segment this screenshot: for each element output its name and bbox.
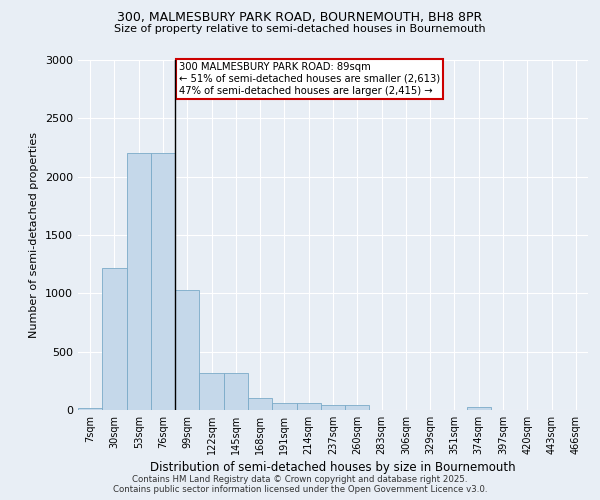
Text: Contains HM Land Registry data © Crown copyright and database right 2025.
Contai: Contains HM Land Registry data © Crown c… xyxy=(113,474,487,494)
Bar xyxy=(102,268,127,410)
Y-axis label: Number of semi-detached properties: Number of semi-detached properties xyxy=(29,132,40,338)
Bar xyxy=(127,154,151,410)
X-axis label: Distribution of semi-detached houses by size in Bournemouth: Distribution of semi-detached houses by … xyxy=(150,461,516,474)
Text: Size of property relative to semi-detached houses in Bournemouth: Size of property relative to semi-detach… xyxy=(114,24,486,34)
Bar xyxy=(199,372,224,410)
Text: 300 MALMESBURY PARK ROAD: 89sqm
← 51% of semi-detached houses are smaller (2,613: 300 MALMESBURY PARK ROAD: 89sqm ← 51% of… xyxy=(179,62,440,96)
Bar xyxy=(248,398,272,410)
Bar xyxy=(78,408,102,410)
Bar xyxy=(175,290,199,410)
Text: 300, MALMESBURY PARK ROAD, BOURNEMOUTH, BH8 8PR: 300, MALMESBURY PARK ROAD, BOURNEMOUTH, … xyxy=(118,11,482,24)
Bar xyxy=(224,372,248,410)
Bar xyxy=(296,403,321,410)
Bar xyxy=(151,154,175,410)
Bar xyxy=(272,403,296,410)
Bar xyxy=(467,406,491,410)
Bar xyxy=(321,406,345,410)
Bar xyxy=(345,406,370,410)
